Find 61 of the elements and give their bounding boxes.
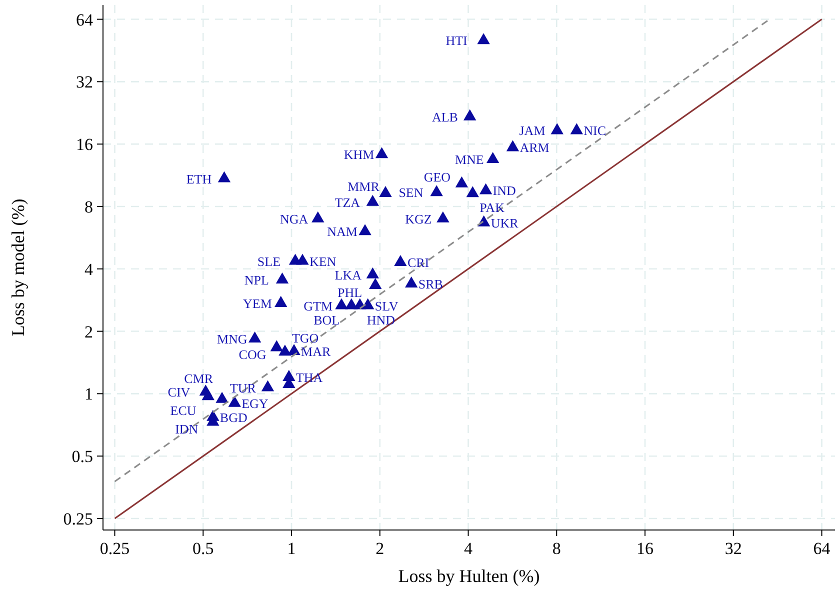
annotation: GTM <box>304 298 333 314</box>
annotation: MNE <box>454 152 484 168</box>
y-tick-label: 0.5 <box>72 447 93 466</box>
annotation: KEN <box>309 254 337 269</box>
y-tick-label: 32 <box>76 72 93 92</box>
y-tick-label: 8 <box>84 197 93 216</box>
annotation: HND <box>366 312 396 328</box>
annotation: SEN <box>398 185 424 200</box>
x-tick-label: 2 <box>376 539 384 558</box>
annotation: CRI <box>407 255 430 270</box>
x-tick-label: 32 <box>724 539 742 558</box>
annotation: MMR <box>348 178 380 194</box>
x-tick-label: 8 <box>552 539 561 558</box>
annotation: ECU <box>170 403 197 418</box>
x-tick-label: 4 <box>464 539 474 558</box>
x-tick-label: 0.5 <box>192 539 214 558</box>
annotation: SLE <box>257 254 281 269</box>
annotation: NPL <box>244 272 270 288</box>
annotation: CMR <box>184 370 214 386</box>
x-tick-label: 16 <box>636 539 654 558</box>
y-tick-label: 16 <box>76 135 93 154</box>
annotation: PHL <box>337 285 362 300</box>
annotation: NAM <box>327 224 358 240</box>
y-tick-label: 64 <box>76 10 94 30</box>
annotation: MAR <box>301 344 331 360</box>
y-tick-label: 0.25 <box>63 509 93 528</box>
annotation: NIC <box>584 123 606 138</box>
x-axis-title: Loss by Hulten (%) <box>398 566 540 586</box>
annotation: HTI <box>446 33 468 48</box>
annotation: CIV <box>168 384 191 400</box>
annotation: ETH <box>186 171 212 186</box>
annotation: JAM <box>519 123 546 138</box>
annotation: UKR <box>490 215 519 230</box>
annotation: COG <box>238 347 266 362</box>
annotation: SRB <box>418 276 444 292</box>
annotation: IND <box>492 183 516 198</box>
annotation: BGD <box>220 410 248 425</box>
annotation: NGA <box>280 211 309 226</box>
annotation: MNG <box>216 331 248 346</box>
annotation: ARM <box>520 140 550 156</box>
y-tick-label: 4 <box>84 260 94 279</box>
y-axis-title: Loss by model (%) <box>8 198 28 336</box>
annotation: SLV <box>374 298 399 314</box>
annotation: TUR <box>230 380 256 396</box>
y-tick-label: 2 <box>84 322 93 342</box>
y-tick-label: 1 <box>84 384 93 404</box>
x-tick-label: 64 <box>813 539 831 558</box>
annotation: KHM <box>344 147 375 162</box>
annotation: KGZ <box>405 211 432 226</box>
annotation: TGO <box>292 330 319 346</box>
annotation: IDN <box>175 422 199 437</box>
annotation: TZA <box>334 194 361 210</box>
annotation: BOL <box>314 312 340 328</box>
annotation: YEM <box>243 296 272 311</box>
annotation: EGY <box>242 396 269 411</box>
annotation: GEO <box>424 169 451 184</box>
x-tick-label: 1 <box>287 539 296 558</box>
annotation: ALB <box>432 109 458 124</box>
annotation: PAK <box>480 200 506 216</box>
annotation: LKA <box>334 267 362 282</box>
x-tick-label: 0.25 <box>100 539 130 558</box>
